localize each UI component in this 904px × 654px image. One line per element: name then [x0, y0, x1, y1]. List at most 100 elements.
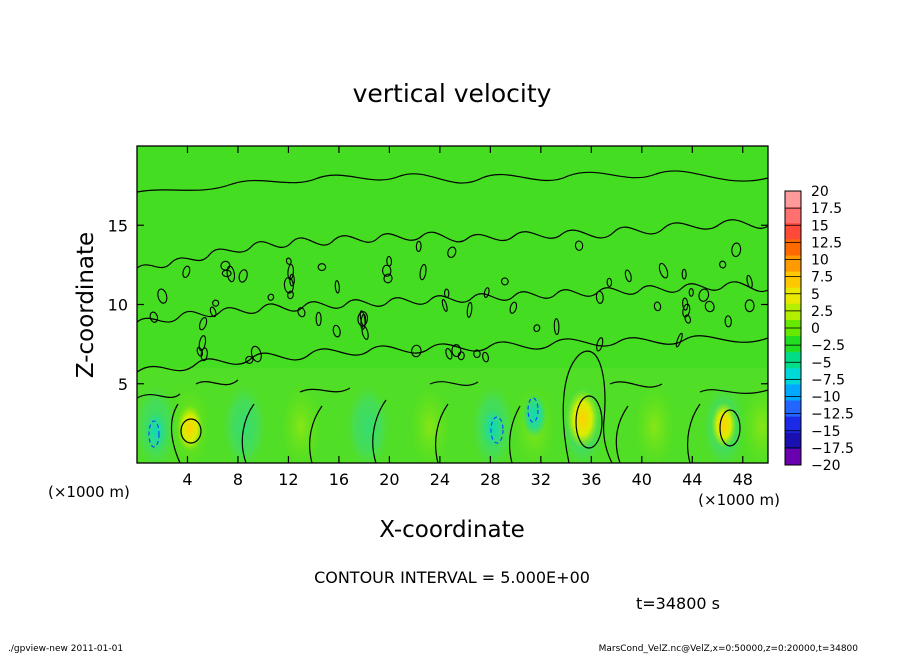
contour-cell: [653, 301, 662, 312]
colorbar-label: −12.5: [811, 407, 854, 423]
contour-cell: [315, 311, 322, 327]
contour-cell: [226, 265, 236, 283]
colorbar-swatch: [785, 207, 801, 224]
field-blob: [279, 382, 324, 463]
field-feature: [711, 401, 737, 448]
contour-cell: [443, 288, 450, 299]
contour-cell: [198, 335, 207, 352]
y-tick-label: 15: [108, 216, 128, 235]
small-contour-cells: [149, 240, 755, 364]
field-blob: [632, 382, 677, 463]
contour-cell: [473, 349, 481, 359]
contour-cell: [704, 300, 715, 313]
field-feature: [143, 408, 169, 455]
colorbar-label: 5: [811, 287, 820, 303]
colorbar-label: 0: [811, 321, 820, 337]
contour-cell: [731, 242, 742, 258]
x-tick-label: 40: [632, 470, 652, 489]
colorbar-label: −20: [811, 458, 841, 474]
contour-cell: [287, 263, 294, 281]
colorbar-label: 2.5: [811, 304, 833, 320]
contour-loop: [575, 395, 603, 449]
contour-cell: [533, 324, 541, 333]
contour-cell: [624, 269, 632, 283]
colorbar-label: 20: [811, 184, 829, 200]
contour-cell: [198, 317, 208, 331]
colorbar-label: −10: [811, 390, 841, 406]
contour-cell: [287, 290, 294, 300]
colorbar-swatch: [785, 416, 801, 434]
contour-cell: [451, 344, 462, 358]
contour-cell: [386, 256, 393, 267]
y-tick-label: 10: [108, 296, 128, 315]
y-axis-unit-label: (×1000 m): [48, 483, 130, 501]
contour-cell: [245, 355, 254, 364]
x-axis: 4 8 12 16 20 24 28 32 36 40 44 48: [182, 146, 753, 489]
contour-cell: [719, 260, 727, 269]
contour-line: [170, 399, 701, 463]
colorbar-swatch: [785, 255, 801, 273]
contour-cell: [675, 332, 683, 348]
contour-loop-negative: [148, 420, 160, 448]
low-layer-shade: [137, 367, 768, 463]
contour-interval-label: CONTOUR INTERVAL = 5.000E+00: [314, 568, 590, 587]
colorbar-label: −17.5: [811, 441, 854, 457]
contour-cell: [297, 307, 306, 318]
contour-cell: [658, 262, 669, 279]
contour-cell: [483, 287, 490, 298]
x-axis-unit-label: (×1000 m): [698, 491, 780, 509]
x-tick-label: 32: [531, 470, 551, 489]
contour-line: [137, 335, 768, 373]
x-tick-label: 16: [329, 470, 349, 489]
contour-cell: [332, 324, 341, 338]
y-axis-label: Z-coordinate: [73, 232, 99, 378]
colorbar-label: −2.5: [811, 338, 845, 354]
contour-cell: [509, 301, 518, 314]
contour-cell: [283, 277, 294, 294]
contour-cell: [411, 344, 422, 358]
contour-cell: [445, 347, 453, 360]
colorbar-label: 10: [811, 253, 829, 269]
x-axis-label: X-coordinate: [379, 517, 525, 543]
contour-cell: [334, 280, 340, 294]
contour-cell: [250, 345, 262, 363]
footer-right: MarsCond_VelZ.nc@VelZ,x=0:50000,z=0:2000…: [599, 644, 859, 654]
field-blob: [407, 382, 452, 463]
colorbar-label: −5: [811, 355, 832, 371]
contour-cell: [382, 264, 392, 277]
x-tick-label: 8: [233, 470, 243, 489]
colorbar-swatch: [785, 191, 801, 208]
contour-cell: [267, 293, 275, 301]
field-blob: [345, 382, 390, 463]
contour-cell: [724, 315, 732, 328]
contour-cell: [289, 273, 295, 287]
contour-loop: [719, 409, 741, 447]
contour-cell: [681, 268, 687, 280]
footer-left: ./gpview-new 2011-01-01: [8, 644, 123, 654]
colorbar-label: 15: [811, 218, 829, 234]
contour-loop-negative: [490, 416, 504, 444]
colorbar-swatch: [785, 448, 801, 466]
colorbar-swatch: [785, 432, 801, 450]
contour-loop-negative: [527, 397, 539, 423]
contour-cell: [482, 351, 489, 363]
time-label: t=34800 s: [636, 594, 720, 613]
contour-cell: [149, 311, 159, 323]
contour-line: [137, 379, 768, 399]
y-axis: 5 10 15: [108, 216, 768, 394]
x-tick-label: 20: [379, 470, 399, 489]
contour-cell: [238, 269, 248, 283]
colorbar-swatch: [785, 400, 801, 418]
colorbar-swatch: [785, 271, 801, 289]
contour-cell: [595, 290, 604, 304]
colorbar-label: −7.5: [811, 372, 845, 388]
contour-cell: [596, 337, 604, 352]
contour-cell: [501, 277, 509, 286]
field-feature: [566, 389, 599, 449]
contour-cell: [317, 263, 327, 272]
contour-cell: [684, 314, 692, 324]
plot-area: [136, 145, 769, 464]
colorbar-label: 7.5: [811, 270, 833, 286]
